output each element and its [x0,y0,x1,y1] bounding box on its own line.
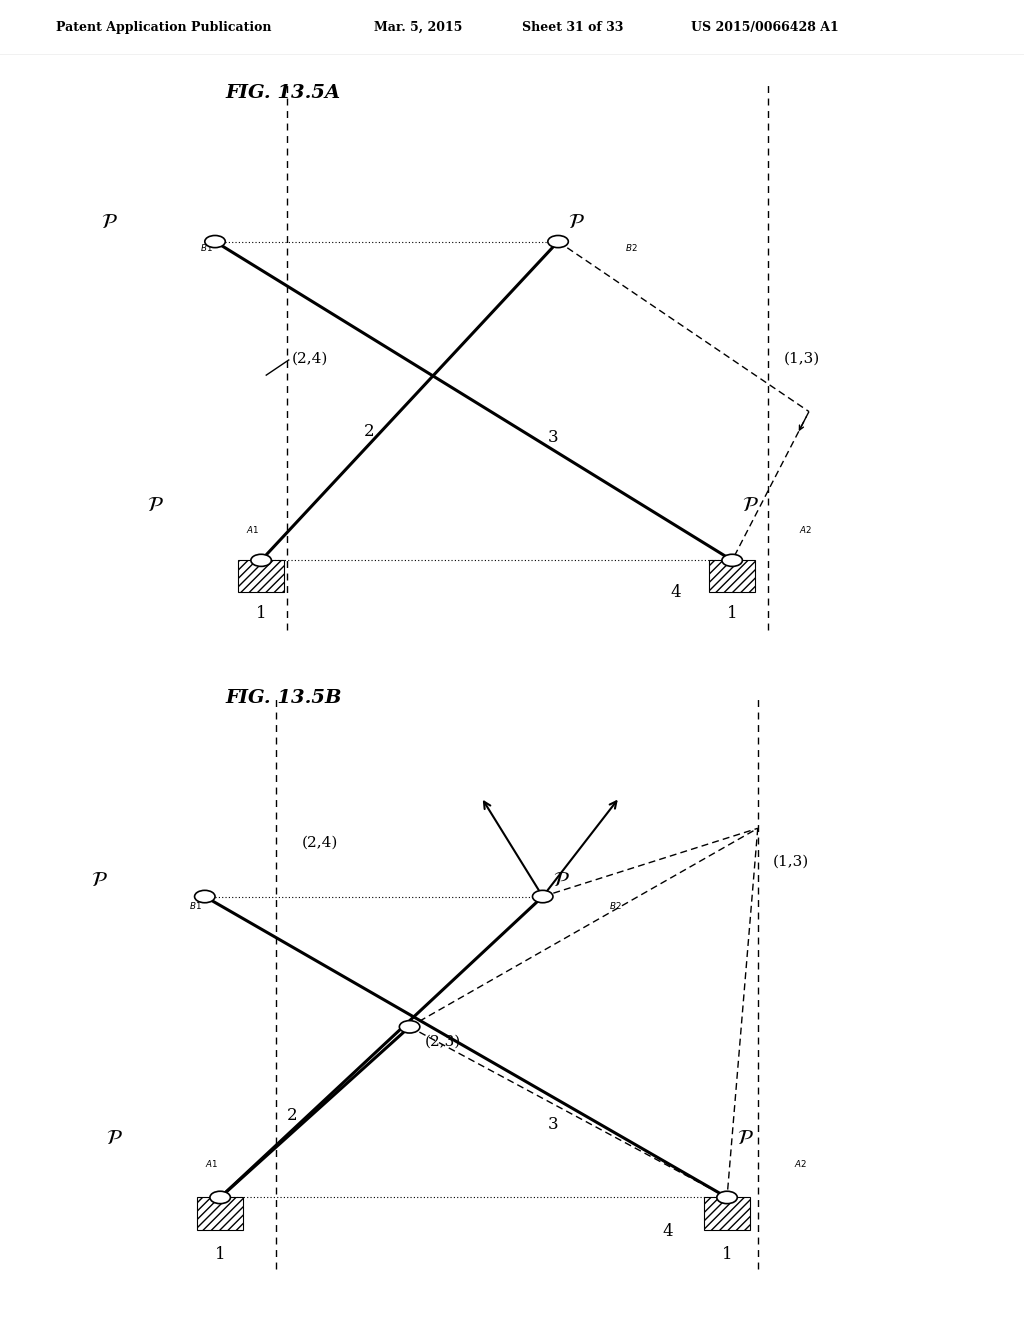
Text: $_{B2}$: $_{B2}$ [609,899,622,912]
Text: $\mathcal{P}$: $\mathcal{P}$ [91,871,108,891]
Text: $_{B1}$: $_{B1}$ [189,899,203,912]
Bar [197,1197,244,1230]
Text: (1,3): (1,3) [773,854,809,869]
Text: $_{A2}$: $_{A2}$ [794,1156,807,1170]
Circle shape [717,1191,737,1204]
Circle shape [722,554,742,566]
Bar [238,560,285,591]
Text: (2,4): (2,4) [302,836,339,850]
Text: (2,3): (2,3) [425,1035,461,1048]
Text: $\mathcal{P}$: $\mathcal{P}$ [147,496,164,515]
Text: $\mathcal{P}$: $\mathcal{P}$ [568,214,585,232]
Bar [709,560,756,591]
Text: $_{A1}$: $_{A1}$ [205,1156,218,1170]
Text: 4: 4 [671,583,681,601]
Circle shape [210,1191,230,1204]
Bar [705,1197,750,1230]
Text: 2: 2 [287,1107,297,1123]
Text: 1: 1 [215,1246,225,1263]
Text: 1: 1 [256,605,266,622]
Text: 1: 1 [727,605,737,622]
Text: FIG. 13.5B: FIG. 13.5B [225,689,342,706]
Text: 3: 3 [548,429,558,446]
Text: 1: 1 [722,1246,732,1263]
Text: 4: 4 [663,1222,673,1239]
Text: $\mathcal{P}$: $\mathcal{P}$ [737,1129,754,1148]
Text: $\mathcal{P}$: $\mathcal{P}$ [106,1129,123,1148]
Text: 3: 3 [548,1117,558,1133]
Text: FIG. 13.5A: FIG. 13.5A [225,83,340,102]
Text: (1,3): (1,3) [783,352,819,366]
Text: $\mathcal{P}$: $\mathcal{P}$ [101,214,118,232]
Text: Patent Application Publication: Patent Application Publication [56,21,271,34]
Circle shape [532,891,553,903]
Circle shape [195,891,215,903]
Text: Mar. 5, 2015: Mar. 5, 2015 [374,21,462,34]
Text: $_{A2}$: $_{A2}$ [799,524,812,536]
Text: US 2015/0066428 A1: US 2015/0066428 A1 [691,21,839,34]
Circle shape [251,554,271,566]
Circle shape [205,235,225,248]
Text: $_{A1}$: $_{A1}$ [246,524,259,536]
Text: $\mathcal{P}$: $\mathcal{P}$ [553,871,569,891]
Text: $_{B2}$: $_{B2}$ [625,242,637,255]
Text: $\mathcal{P}$: $\mathcal{P}$ [742,496,759,515]
Text: (2,4): (2,4) [292,352,329,366]
Circle shape [399,1020,420,1034]
Text: Sheet 31 of 33: Sheet 31 of 33 [522,21,624,34]
Text: 2: 2 [364,422,374,440]
Circle shape [548,235,568,248]
Text: $_{B1}$: $_{B1}$ [200,242,213,255]
